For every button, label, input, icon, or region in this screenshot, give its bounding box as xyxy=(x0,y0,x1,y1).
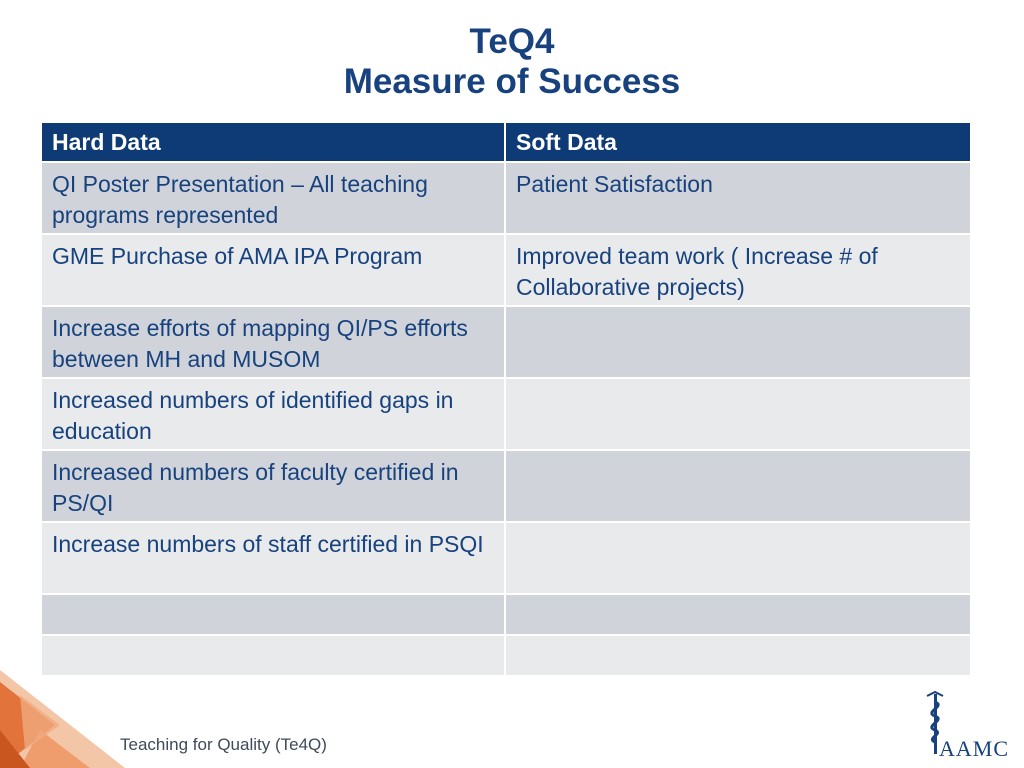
table-row: GME Purchase of AMA IPA Program Improved… xyxy=(40,233,972,307)
hard-data-cell: Increased numbers of faculty certified i… xyxy=(40,449,506,523)
caduceus-icon xyxy=(926,690,944,754)
soft-data-cell xyxy=(504,305,972,379)
soft-data-cell xyxy=(504,449,972,523)
table-row xyxy=(40,634,972,677)
soft-data-cell xyxy=(504,521,972,595)
hard-data-cell xyxy=(40,634,506,677)
table-row: Increase efforts of mapping QI/PS effort… xyxy=(40,305,972,379)
hard-data-cell: Increase numbers of staff certified in P… xyxy=(40,521,506,595)
title-line-1: TeQ4 xyxy=(469,22,555,61)
header-soft-data: Soft Data xyxy=(504,121,972,163)
hard-data-cell: QI Poster Presentation – All teaching pr… xyxy=(40,161,506,235)
hard-data-cell: Increased numbers of identified gaps in … xyxy=(40,377,506,451)
slide-title: TeQ4 Measure of Success xyxy=(0,22,1024,102)
soft-data-cell: Improved team work ( Increase # of Colla… xyxy=(504,233,972,307)
measures-table: Hard Data Soft Data QI Poster Presentati… xyxy=(40,121,972,677)
soft-data-cell: Patient Satisfaction xyxy=(504,161,972,235)
table-row xyxy=(40,593,972,636)
corner-decoration xyxy=(0,670,125,768)
header-hard-data: Hard Data xyxy=(40,121,506,163)
hard-data-cell: Increase efforts of mapping QI/PS effort… xyxy=(40,305,506,379)
table-header-row: Hard Data Soft Data xyxy=(40,121,972,163)
soft-data-cell xyxy=(504,593,972,636)
footer-text: Teaching for Quality (Te4Q) xyxy=(120,735,327,754)
table-row: QI Poster Presentation – All teaching pr… xyxy=(40,161,972,235)
table-row: Increase numbers of staff certified in P… xyxy=(40,521,972,595)
soft-data-cell xyxy=(504,634,972,677)
hard-data-cell: GME Purchase of AMA IPA Program xyxy=(40,233,506,307)
aamc-logo-text: AAMC xyxy=(939,736,1010,761)
soft-data-cell xyxy=(504,377,972,451)
hard-data-cell xyxy=(40,593,506,636)
table-row: Increased numbers of identified gaps in … xyxy=(40,377,972,451)
table-row: Increased numbers of faculty certified i… xyxy=(40,449,972,523)
title-line-2: Measure of Success xyxy=(343,62,681,101)
